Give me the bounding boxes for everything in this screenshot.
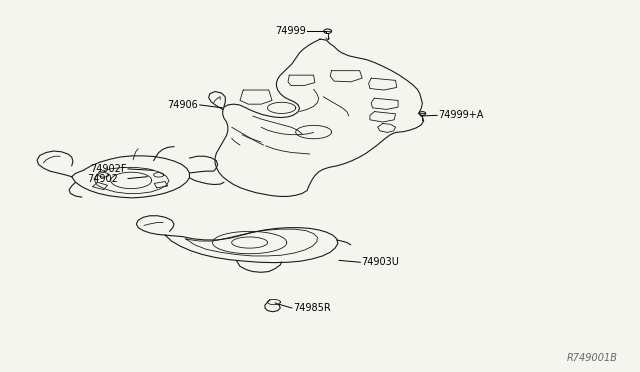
Text: R749001B: R749001B: [566, 353, 618, 363]
Text: 74999+A: 74999+A: [438, 110, 484, 120]
Text: 74906: 74906: [168, 100, 198, 110]
Text: 74902: 74902: [88, 174, 118, 184]
Text: 74902F: 74902F: [90, 164, 127, 174]
Text: 74999: 74999: [275, 26, 306, 35]
Text: 74985R: 74985R: [293, 303, 331, 313]
Text: 74903U: 74903U: [362, 257, 399, 267]
